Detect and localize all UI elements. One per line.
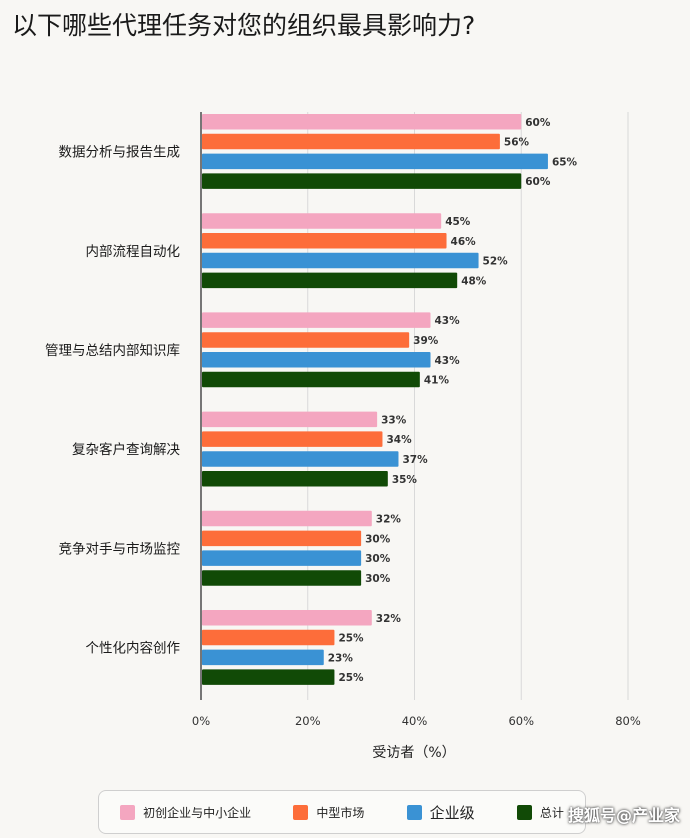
bar [202, 173, 522, 189]
data-label: 65% [552, 156, 578, 168]
bar [202, 371, 420, 388]
category-label: 管理与总结内部知识库 [45, 342, 180, 359]
x-tick-label: 60% [508, 714, 534, 728]
data-label: 30% [365, 573, 391, 585]
bar [202, 431, 383, 447]
data-label: 35% [392, 474, 418, 486]
category-label: 个性化内容创作 [86, 640, 181, 657]
legend-swatch-mid-market [293, 804, 309, 820]
bar [202, 312, 431, 328]
bar [202, 451, 399, 467]
category-label: 竞争对手与市场监控 [59, 540, 181, 557]
legend-label-enterprise: 企业级 [429, 803, 475, 822]
bar [202, 233, 447, 249]
bar [202, 213, 442, 229]
bar [202, 530, 362, 547]
bar [202, 471, 388, 487]
data-label: 43% [435, 315, 461, 327]
bar [202, 570, 362, 586]
data-label: 32% [376, 514, 402, 526]
bar [202, 252, 479, 269]
data-label: 33% [381, 414, 407, 426]
legend: 初创企业与中小企业 中型市场 企业级 总计 [98, 790, 586, 834]
bar [202, 153, 548, 170]
data-label: 52% [483, 256, 509, 268]
data-label: 60% [525, 176, 551, 188]
legend-item-enterprise: 企业级 [406, 802, 475, 823]
legend-item-startup-smb: 初创企业与中小企业 [120, 804, 251, 821]
legend-item-total: 总计 [516, 804, 564, 821]
bar [202, 114, 522, 130]
data-label: 48% [461, 275, 487, 287]
category-label: 内部流程自动化 [86, 244, 181, 260]
bar [202, 669, 335, 685]
bar [202, 610, 372, 626]
data-label: 41% [424, 375, 450, 387]
legend-label-total: 总计 [539, 805, 564, 820]
category-label: 复杂客户查询解决 [72, 441, 180, 458]
data-label: 43% [435, 355, 461, 367]
bar [202, 629, 335, 646]
bar-chart: 0% 20% 40% 60% 80%数据分析与报告生成60%56%65%60%内部流程自… [45, 112, 641, 728]
x-axis-label: 受访者（%） [372, 745, 456, 761]
data-label: 34% [386, 434, 412, 446]
legend-swatch-enterprise [406, 804, 422, 820]
data-label: 39% [413, 335, 439, 347]
x-tick-label: 80% [615, 714, 641, 728]
data-label: 23% [328, 652, 354, 664]
data-label: 25% [338, 672, 364, 684]
data-label: 30% [365, 553, 391, 565]
data-label: 37% [402, 454, 428, 466]
x-tick-label: 40% [402, 714, 428, 728]
bar [202, 510, 372, 527]
data-label: 56% [504, 137, 530, 149]
legend-swatch-total [516, 804, 532, 820]
category-label: 数据分析与报告生成 [59, 145, 181, 161]
bar [202, 133, 500, 150]
x-tick-label: 0% [192, 714, 210, 728]
legend-label-startup-smb: 初创企业与中小企业 [143, 805, 252, 820]
data-label: 25% [338, 633, 364, 645]
legend-label-mid-market: 中型市场 [316, 805, 365, 820]
chart-title: 以下哪些代理任务对您的组织最具影响力? [12, 11, 476, 40]
x-tick-label: 20% [295, 714, 321, 728]
bar [202, 550, 362, 566]
data-label: 46% [451, 236, 477, 248]
bar [202, 649, 324, 666]
bar [202, 332, 410, 348]
data-label: 60% [525, 117, 551, 129]
legend-swatch-startup-smb [120, 804, 136, 820]
data-label: 45% [445, 216, 471, 228]
bar [202, 411, 378, 428]
bar [202, 272, 458, 289]
data-label: 32% [376, 613, 402, 625]
data-label: 30% [365, 533, 391, 545]
legend-item-mid-market: 中型市场 [293, 804, 364, 821]
watermark: 搜狐号@产业家 [567, 806, 680, 825]
bar [202, 352, 431, 368]
